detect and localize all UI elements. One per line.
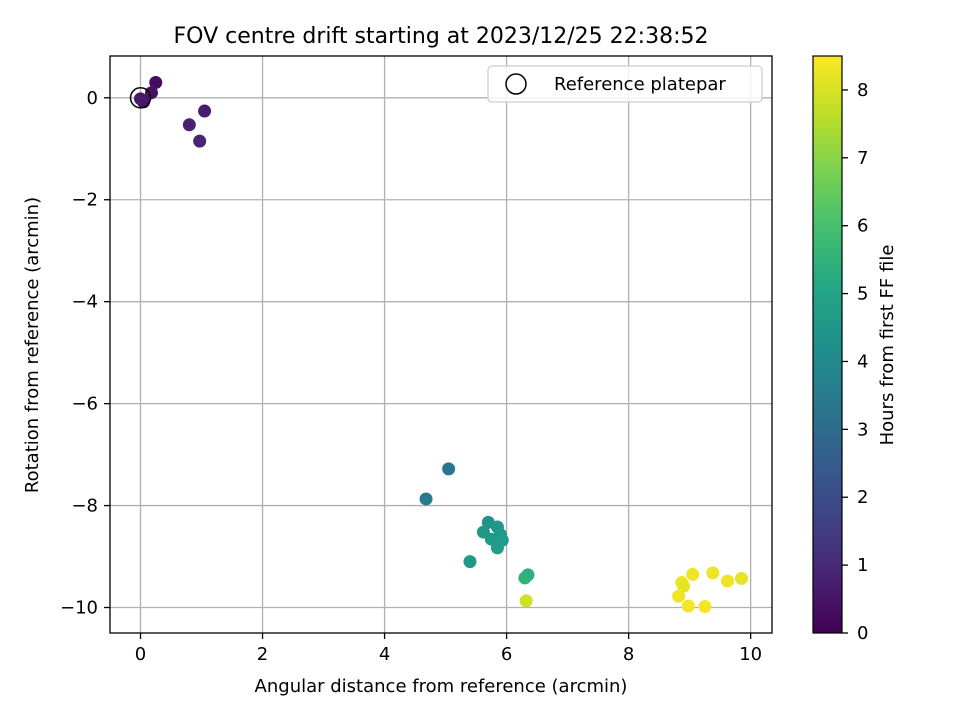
- colorbar-ticks: 0 1 2 3 4 5 6 7 8: [842, 80, 868, 644]
- colorbar-label: Hours from first FF file: [877, 245, 898, 446]
- data-point: [182, 118, 196, 132]
- colorbar-tick-label: 1: [857, 555, 868, 576]
- colorbar-tick-label: 8: [857, 80, 868, 101]
- data-point: [698, 599, 712, 613]
- y-axis-label: Rotation from reference (arcmin): [22, 197, 43, 493]
- colorbar-tick-label: 4: [857, 351, 868, 372]
- data-point: [442, 462, 456, 476]
- data-point: [419, 492, 433, 506]
- data-point: [734, 571, 748, 585]
- y-tick-label: −4: [71, 292, 98, 313]
- data-point: [518, 571, 532, 585]
- data-point: [463, 555, 477, 569]
- x-tick-label: 10: [739, 644, 762, 665]
- data-point: [198, 104, 212, 118]
- x-tick-label: 2: [257, 644, 268, 665]
- x-axis-ticks: 0 2 4 6 8 10: [135, 633, 762, 665]
- data-point: [672, 589, 686, 603]
- y-tick-label: −6: [71, 394, 98, 415]
- y-tick-label: −2: [71, 190, 98, 211]
- x-tick-label: 6: [501, 644, 512, 665]
- x-tick-label: 0: [135, 644, 146, 665]
- data-point: [686, 567, 700, 581]
- y-tick-label: −8: [71, 496, 98, 517]
- data-point: [149, 76, 163, 90]
- legend-reference-marker: [505, 73, 527, 95]
- y-axis-ticks: 0 −2 −4 −6 −8 −10: [60, 88, 110, 619]
- y-tick-label: 0: [87, 88, 98, 109]
- colorbar-tick-label: 2: [857, 487, 868, 508]
- legend-reference-label: Reference platepar: [554, 74, 726, 95]
- data-point: [681, 599, 695, 613]
- colorbar-tick-label: 3: [857, 419, 868, 440]
- colorbar: [812, 55, 843, 634]
- data-point: [144, 86, 158, 100]
- x-tick-label: 4: [379, 644, 390, 665]
- scatter-points: [134, 76, 748, 613]
- reference-marker: [129, 87, 152, 109]
- grid-lines: [110, 56, 772, 633]
- data-point: [490, 541, 504, 555]
- chart-title: FOV centre drift starting at 2023/12/25 …: [174, 24, 709, 49]
- data-point: [519, 594, 533, 608]
- colorbar-tick-label: 0: [857, 623, 868, 644]
- legend-box: [487, 65, 763, 103]
- legend: Reference platepar: [487, 65, 763, 103]
- colorbar-tick-label: 7: [857, 148, 868, 169]
- data-point: [706, 566, 720, 580]
- data-point: [720, 574, 734, 588]
- reference-point: [129, 87, 152, 109]
- data-point: [134, 92, 148, 106]
- colorbar-tick-label: 6: [857, 216, 868, 237]
- x-axis-label: Angular distance from reference (arcmin): [255, 676, 628, 697]
- y-tick-label: −10: [60, 598, 98, 619]
- plot-frame: [109, 55, 773, 634]
- colorbar-tick-label: 5: [857, 284, 868, 305]
- x-tick-label: 8: [623, 644, 634, 665]
- data-point: [677, 579, 691, 593]
- data-point: [193, 134, 207, 148]
